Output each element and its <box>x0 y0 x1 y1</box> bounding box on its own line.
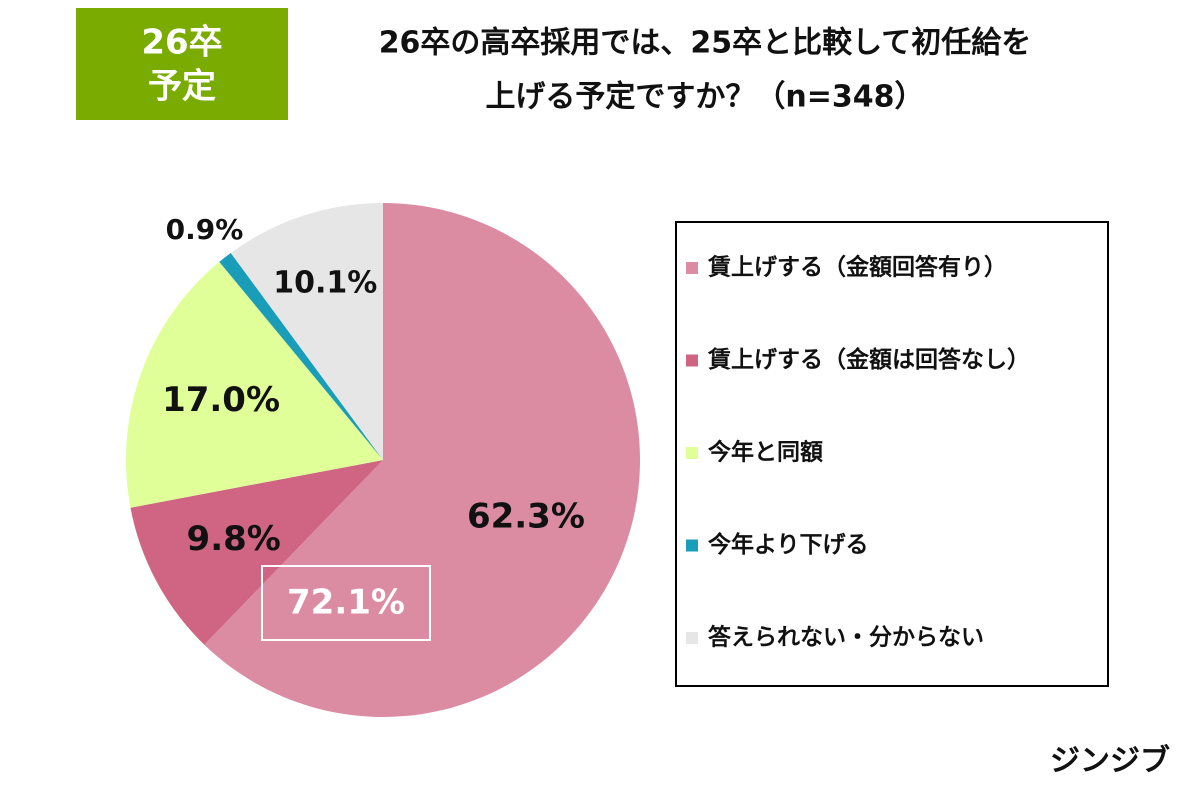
badge-text: 26卒 <box>141 23 222 63</box>
legend-swatch <box>686 262 698 274</box>
pie-slice <box>125 261 383 508</box>
badge-text: 予定 <box>148 67 216 107</box>
legend-swatch <box>686 539 698 552</box>
data-label: 10.1% <box>273 266 377 301</box>
legend-label: 今年より下げる <box>708 531 869 558</box>
logo: ジンジブ <box>1050 744 1170 779</box>
badge <box>76 8 288 120</box>
pie-slice <box>230 203 383 460</box>
legend-label: 今年と同額 <box>708 439 823 466</box>
chart-title: 26卒の高卒採用では、25卒と比較して初任給を <box>379 26 1032 61</box>
legend-swatch <box>686 632 698 644</box>
annotation-box <box>261 565 431 641</box>
legend-label: 賃上げする（金額は回答なし） <box>707 346 1030 373</box>
legend-swatch <box>686 354 698 367</box>
legend-swatch <box>686 447 698 459</box>
pie-slice <box>204 203 640 717</box>
data-label: 17.0% <box>162 380 280 420</box>
legend <box>675 221 1109 687</box>
legend-label: 賃上げする（金額回答有り） <box>707 254 1007 281</box>
data-label: 9.8% <box>187 519 281 559</box>
legend-label: 答えられない・分からない <box>708 624 984 651</box>
chart-title: 上げる予定ですか？（n=348） <box>485 80 924 115</box>
data-label: 62.3% <box>467 496 585 536</box>
pie-slice <box>130 460 383 645</box>
data-label: 0.9% <box>166 213 244 246</box>
pie-slice <box>219 252 383 460</box>
annotation: 72.1% <box>287 583 405 623</box>
